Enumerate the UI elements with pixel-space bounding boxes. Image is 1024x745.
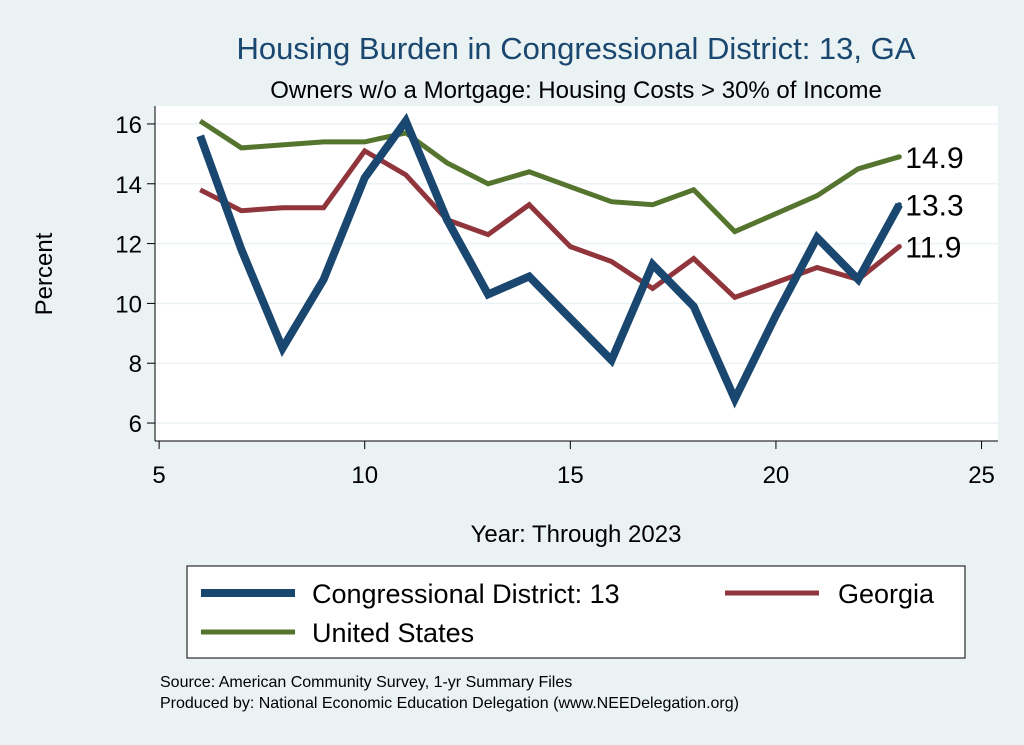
x-axis-ticks: 5 10 15 20 25 <box>152 441 995 489</box>
end-label-district: 13.3 <box>905 190 963 223</box>
end-point-united-states <box>896 154 902 160</box>
y-tick-label: 16 <box>115 112 142 139</box>
series-line-district <box>196 112 903 409</box>
end-point-district <box>896 202 902 208</box>
y-axis-title: Percent <box>31 232 58 315</box>
legend-label-georgia: Georgia <box>838 579 935 609</box>
source-note: Source: American Community Survey, 1-yr … <box>160 674 572 691</box>
plot-area <box>155 106 998 441</box>
end-label-georgia: 11.9 <box>905 232 961 265</box>
legend-label-united-states: United States <box>312 618 474 648</box>
legend: Congressional District: 13 Georgia Unite… <box>186 565 966 659</box>
end-point-georgia <box>896 244 902 250</box>
chart-subtitle: Owners w/o a Mortgage: Housing Costs > 3… <box>270 77 882 104</box>
series-line-georgia <box>199 147 901 301</box>
chart-title: Housing Burden in Congressional District… <box>237 31 916 66</box>
end-labels: 13.3 11.9 14.9 <box>896 142 964 265</box>
y-tick-label: 10 <box>115 291 142 318</box>
x-tick-label: 10 <box>351 462 378 489</box>
y-tick-label: 8 <box>129 351 142 378</box>
x-tick-label: 25 <box>968 462 995 489</box>
end-label-united-states: 14.9 <box>905 142 963 175</box>
y-tick-label: 6 <box>129 411 142 438</box>
legend-box <box>186 565 966 659</box>
legend-label-district: Congressional District: 13 <box>312 579 620 609</box>
y-axis-ticks: 6 8 10 12 14 16 <box>115 112 155 438</box>
y-tick-label: 12 <box>115 232 142 259</box>
x-tick-label: 5 <box>152 462 165 489</box>
y-tick-label: 14 <box>115 172 142 199</box>
series-line-united-states <box>198 118 901 235</box>
x-tick-label: 15 <box>557 462 584 489</box>
x-axis-title: Year: Through 2023 <box>471 521 682 548</box>
producer-note: Produced by: National Economic Education… <box>160 695 739 712</box>
series-lines <box>196 112 903 409</box>
gridlines <box>155 123 998 424</box>
x-tick-label: 20 <box>763 462 790 489</box>
